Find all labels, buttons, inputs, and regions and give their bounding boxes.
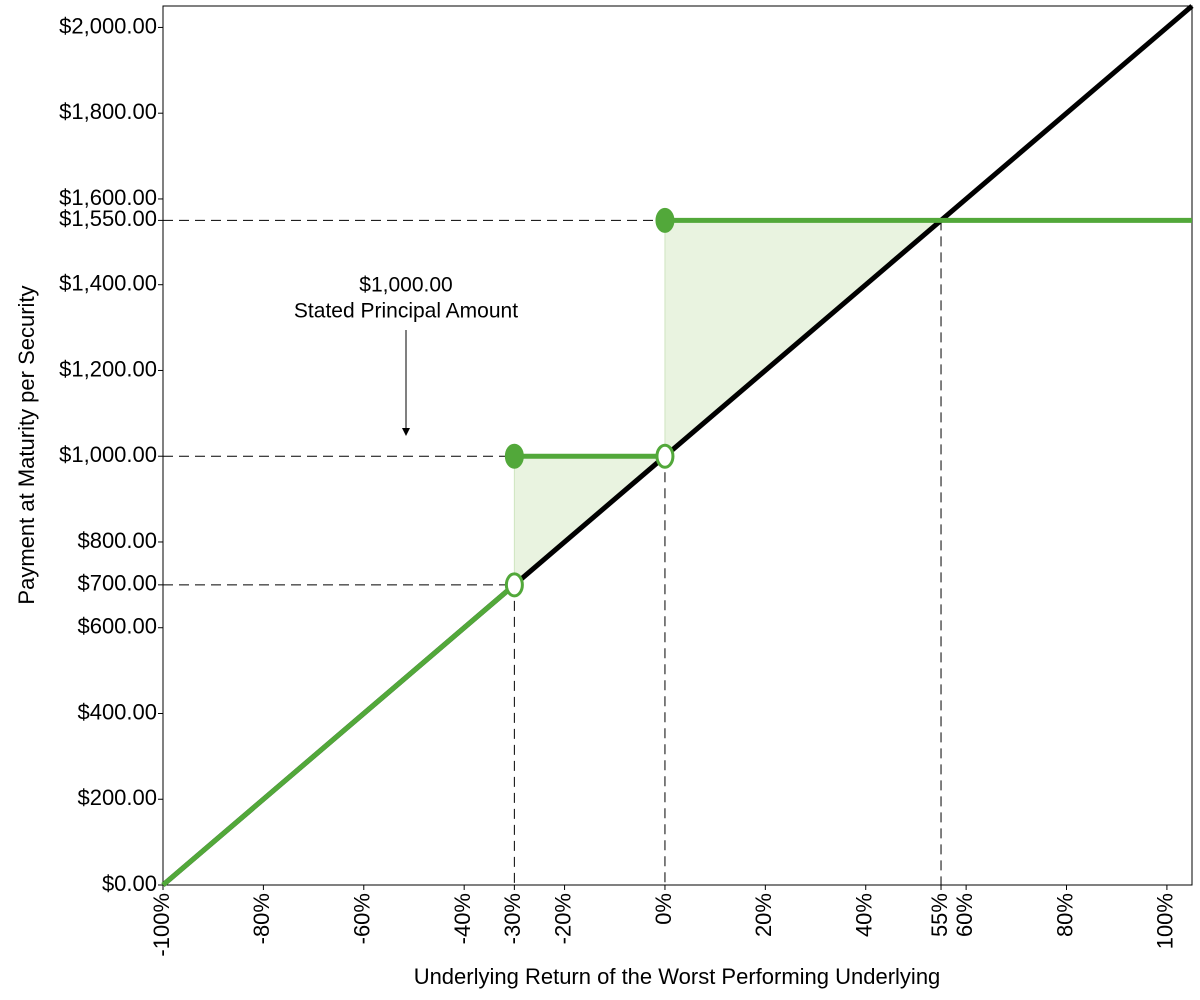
x-tick-label: 60% <box>952 893 977 937</box>
y-tick-label: $2,000.00 <box>59 13 157 38</box>
x-tick-label: -80% <box>249 893 274 944</box>
x-tick-label: 40% <box>852 893 877 937</box>
x-tick-label: -60% <box>350 893 375 944</box>
plot-frame <box>162 5 1193 886</box>
y-tick-label: $1,550.00 <box>59 206 157 231</box>
y-tick-label: $400.00 <box>77 699 157 724</box>
y-tick-label: $600.00 <box>77 614 157 639</box>
point-marker <box>655 207 675 233</box>
x-tick-label: 55% <box>927 893 952 937</box>
y-tick-label: $200.00 <box>77 785 157 810</box>
x-tick-label: -100% <box>149 893 174 957</box>
y-tick-label: $1,800.00 <box>59 99 157 124</box>
y-tick-label: $700.00 <box>77 571 157 596</box>
series-line <box>161 217 1192 887</box>
x-tick-label: 100% <box>1153 893 1178 949</box>
x-tick-label: -20% <box>550 893 575 944</box>
y-tick-label: $1,400.00 <box>59 271 157 296</box>
y-tick-label: $0.00 <box>102 871 157 896</box>
point-marker <box>655 443 675 469</box>
x-axis-title: Underlying Return of the Worst Performin… <box>414 964 941 989</box>
point-marker <box>504 572 524 598</box>
x-tick-label: -30% <box>500 893 525 944</box>
x-tick-label: 80% <box>1052 893 1077 937</box>
annotation: Stated Principal Amount <box>294 300 518 323</box>
point-marker <box>504 443 524 469</box>
annotation-arrowhead <box>402 428 410 436</box>
y-tick-label: $800.00 <box>77 528 157 553</box>
y-tick-label: $1,600.00 <box>59 185 157 210</box>
x-tick-label: -40% <box>450 893 475 944</box>
y-tick-label: $1,200.00 <box>59 356 157 381</box>
annotation: $1,000.00 <box>359 274 452 297</box>
y-axis-title: Payment at Maturity per Security <box>14 285 39 604</box>
x-tick-label: 20% <box>751 893 776 937</box>
x-tick-label: 0% <box>651 893 676 925</box>
y-tick-label: $1,000.00 <box>59 442 157 467</box>
